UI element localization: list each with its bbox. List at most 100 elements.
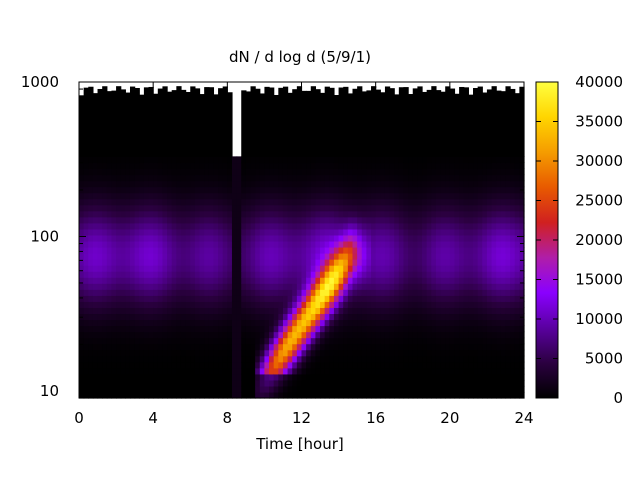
heatmap-cell — [102, 385, 108, 393]
heatmap-cell — [208, 198, 215, 206]
heatmap-cell — [510, 331, 516, 339]
heatmap-cell — [236, 337, 242, 345]
heatmap-cell — [496, 289, 502, 296]
heatmap-cell — [310, 228, 317, 236]
heatmap-cell — [449, 385, 456, 393]
heatmap-cell — [468, 156, 474, 164]
heatmap-cell — [473, 373, 479, 381]
heatmap-cell — [157, 222, 164, 230]
heatmap-cell — [227, 277, 233, 284]
heatmap-cell — [231, 379, 238, 387]
heatmap-cell — [264, 295, 270, 302]
heatmap-cell — [134, 385, 140, 393]
heatmap-cell — [250, 331, 256, 339]
heatmap-cell — [306, 186, 312, 194]
heatmap-cell — [357, 283, 363, 290]
heatmap-cell — [459, 289, 465, 296]
heatmap-cell — [403, 289, 409, 296]
heatmap-cell — [496, 331, 502, 339]
heatmap-cell — [473, 204, 479, 212]
heatmap-cell — [259, 246, 266, 254]
heatmap-cell — [134, 313, 140, 321]
heatmap-cell — [227, 186, 233, 194]
heatmap-cell — [380, 337, 386, 345]
heatmap-cell — [394, 216, 400, 224]
heatmap-cell — [352, 301, 358, 308]
heatmap-cell — [92, 259, 99, 266]
heatmap-cell — [167, 319, 173, 327]
heatmap-cell — [505, 228, 511, 236]
heatmap-cell — [185, 349, 191, 357]
heatmap-cell — [333, 186, 340, 194]
heatmap-cell — [491, 367, 497, 375]
heatmap-cell — [394, 289, 400, 296]
heatmap-cell — [79, 379, 85, 387]
heatmap-cell — [389, 379, 395, 387]
heatmap-cell — [320, 216, 326, 224]
heatmap-cell — [176, 367, 182, 375]
heatmap-cell — [236, 355, 242, 363]
heatmap-cell — [245, 343, 252, 351]
heatmap-cell — [222, 222, 228, 230]
heatmap-cell — [116, 186, 122, 194]
heatmap-cell — [384, 391, 391, 399]
heatmap-cell — [167, 168, 173, 176]
heatmap-cell — [398, 192, 405, 200]
heatmap-cell — [510, 222, 516, 230]
heatmap-cell — [408, 361, 414, 369]
heatmap-cell — [139, 385, 145, 393]
heatmap-cell — [333, 95, 340, 157]
heatmap-cell — [92, 355, 99, 363]
heatmap-cell — [375, 234, 381, 242]
heatmap-cell — [162, 210, 168, 218]
heatmap-cell — [241, 361, 247, 369]
heatmap-cell — [287, 355, 293, 363]
colorbar-tick-label: 10000 — [575, 310, 623, 328]
heatmap-cell — [79, 373, 85, 381]
heatmap-cell — [468, 234, 474, 242]
heatmap-cell — [347, 186, 354, 194]
heatmap-cell — [306, 198, 312, 206]
heatmap-cell — [301, 271, 307, 278]
heatmap-cell — [398, 379, 405, 387]
heatmap-cell — [473, 277, 479, 284]
heatmap-cell — [380, 319, 386, 327]
heatmap-cell — [445, 265, 451, 272]
heatmap-cell — [315, 337, 321, 345]
heatmap-cell — [102, 367, 108, 375]
heatmap-cell — [176, 168, 182, 176]
heatmap-cell — [134, 325, 140, 333]
heatmap-cell — [306, 283, 312, 290]
heatmap-cell — [468, 307, 474, 315]
heatmap-cell — [510, 355, 516, 363]
heatmap-cell — [125, 283, 131, 290]
heatmap-cell — [255, 385, 261, 393]
heatmap-cell — [500, 325, 507, 333]
heatmap-cell — [250, 240, 256, 248]
heatmap-cell — [125, 349, 131, 357]
heatmap-cell — [273, 307, 279, 315]
heatmap-cell — [519, 192, 525, 200]
heatmap-cell — [111, 325, 117, 333]
heatmap-cell — [222, 168, 228, 176]
heatmap-cell — [213, 391, 219, 399]
heatmap-cell — [338, 234, 344, 242]
heatmap-cell — [519, 325, 525, 333]
heatmap-cell — [236, 240, 242, 248]
heatmap-cell — [347, 246, 354, 254]
heatmap-cell — [264, 156, 270, 164]
heatmap-cell — [139, 277, 145, 284]
heatmap-cell — [111, 174, 117, 182]
heatmap-cell — [185, 295, 191, 302]
heatmap-cell — [431, 246, 437, 254]
heatmap-cell — [496, 156, 502, 164]
heatmap-cell — [343, 301, 349, 308]
heatmap-cell — [333, 168, 340, 176]
heatmap-cell — [417, 228, 423, 236]
heatmap-cell — [384, 313, 391, 321]
heatmap-cell — [468, 313, 474, 321]
heatmap-cell — [282, 313, 289, 321]
heatmap-cell — [282, 307, 289, 315]
heatmap-cell — [296, 367, 303, 375]
heatmap-cell — [120, 271, 126, 278]
